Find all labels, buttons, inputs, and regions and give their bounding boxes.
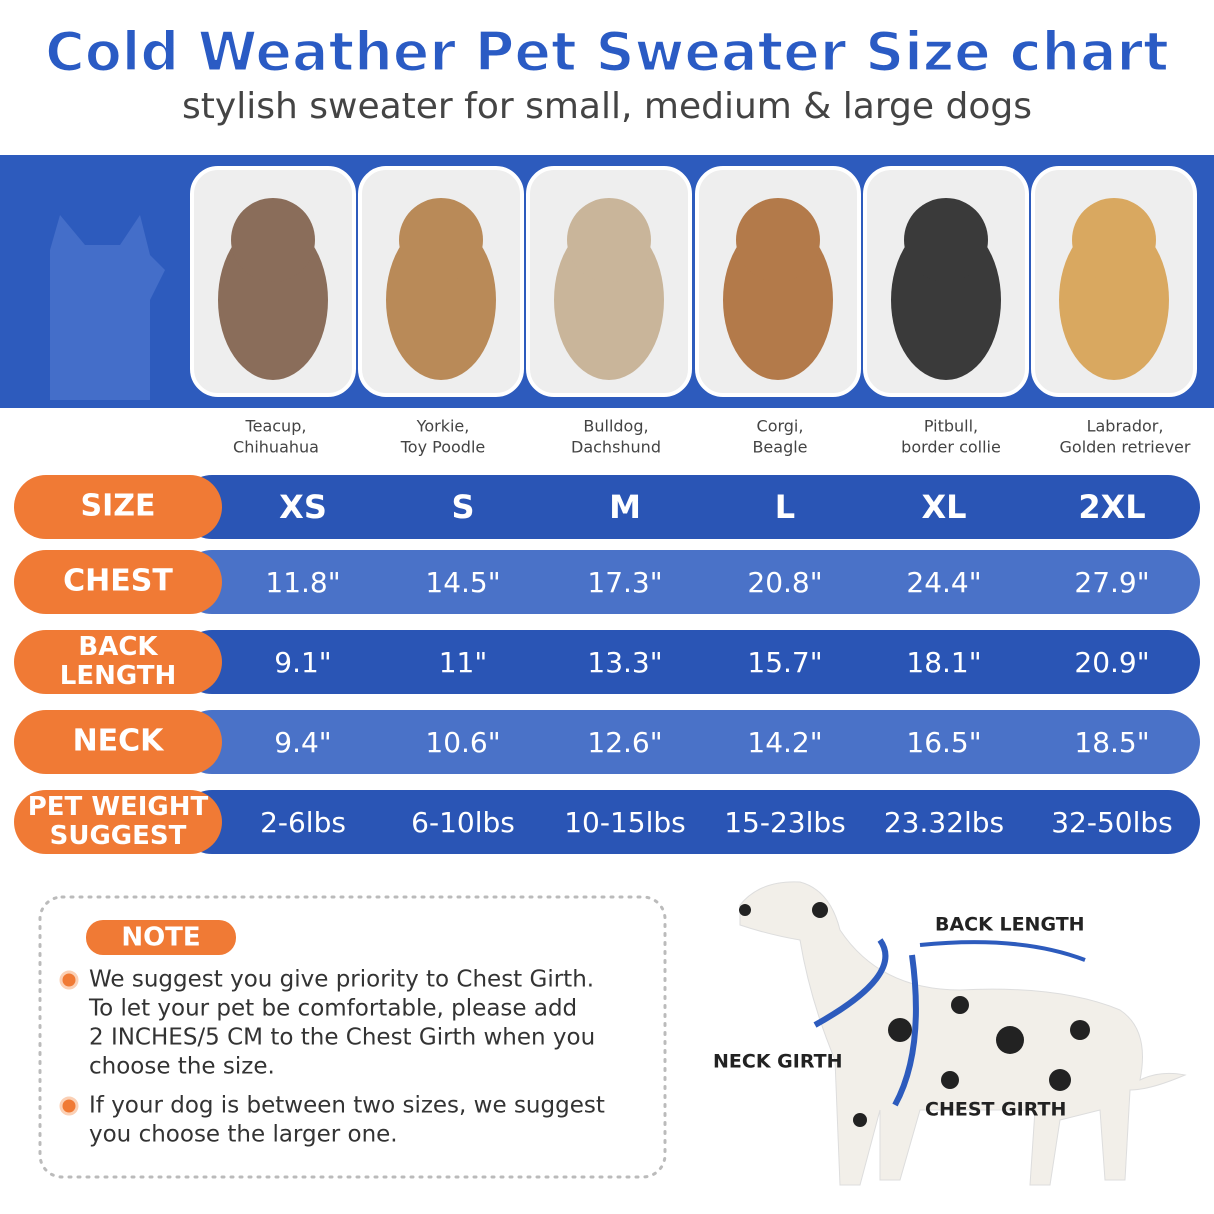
note-heading: NOTE <box>121 923 200 953</box>
cell: 16.5" <box>906 726 981 759</box>
bullet <box>59 1096 79 1116</box>
cell: 14.2" <box>747 726 822 759</box>
breed-label: Teacup, <box>245 417 307 436</box>
bullet <box>59 970 79 990</box>
row-bar <box>180 475 1200 539</box>
breed-label: Golden retriever <box>1060 438 1191 457</box>
dog-icon <box>50 215 165 400</box>
row-label: NECK <box>73 724 166 759</box>
cell: 23.32lbs <box>884 806 1004 839</box>
row-label: PET WEIGHT <box>28 792 209 822</box>
row-bar <box>180 710 1200 774</box>
breed-label: Beagle <box>752 438 807 457</box>
dog-diagram <box>739 881 1187 1186</box>
dog-head <box>567 198 651 282</box>
note-box <box>38 895 667 1179</box>
row-label: SUGGEST <box>50 821 187 851</box>
subtitle: stylish sweater for small, medium & larg… <box>182 86 1032 127</box>
dog-head <box>231 198 315 282</box>
note-text: We suggest you give priority to Chest Gi… <box>89 967 594 993</box>
row-label-pill <box>14 710 222 774</box>
breed-label: Bulldog, <box>583 417 648 436</box>
cell: 32-50lbs <box>1051 806 1173 839</box>
row-label-pill <box>14 790 222 854</box>
row-bar <box>180 550 1200 614</box>
cell: 6-10lbs <box>411 806 515 839</box>
note-text: To let your pet be comfortable, please a… <box>88 996 577 1022</box>
diagram-label: NECK GIRTH <box>713 1051 842 1073</box>
cell: 17.3" <box>587 566 662 599</box>
cell: M <box>609 488 641 526</box>
cell: L <box>775 488 795 526</box>
note-text: 2 INCHES/5 CM to the Chest Girth when yo… <box>89 1025 595 1051</box>
row-bar <box>180 630 1200 694</box>
dog-head <box>736 198 820 282</box>
breed-label: border collie <box>901 438 1001 457</box>
breed-label: Chihuahua <box>233 438 319 457</box>
cell: 9.4" <box>274 726 331 759</box>
diagram-label: CHEST GIRTH <box>925 1099 1066 1121</box>
cell: 2XL <box>1078 488 1145 526</box>
cell: 11" <box>439 646 488 679</box>
cell: 14.5" <box>425 566 500 599</box>
cell: 10.6" <box>425 726 500 759</box>
note-text: If your dog is between two sizes, we sug… <box>89 1093 605 1119</box>
row-label-pill <box>14 475 222 539</box>
note-text: choose the size. <box>89 1054 275 1080</box>
cell: 20.9" <box>1074 646 1149 679</box>
dog-head <box>399 198 483 282</box>
row-bar <box>180 790 1200 854</box>
breed-label: Yorkie, <box>416 417 470 436</box>
cell: XS <box>279 488 327 526</box>
row-label: BACK <box>78 632 158 662</box>
note-pill <box>86 920 236 955</box>
cell: 15.7" <box>747 646 822 679</box>
breed-label: Dachshund <box>571 438 661 457</box>
row-label: LENGTH <box>60 661 176 691</box>
row-label: CHEST <box>63 564 173 599</box>
cell: 15-23lbs <box>724 806 846 839</box>
cell: 18.5" <box>1074 726 1149 759</box>
cell: 24.4" <box>906 566 981 599</box>
row-label-pill <box>14 550 222 614</box>
cell: S <box>451 488 474 526</box>
cell: 20.8" <box>747 566 822 599</box>
cell: 27.9" <box>1074 566 1149 599</box>
dog-head <box>1072 198 1156 282</box>
row-label-pill <box>14 630 222 694</box>
cell: 9.1" <box>274 646 331 679</box>
breed-label: Pitbull, <box>924 417 978 436</box>
title: Cold Weather Pet Sweater Size chart <box>45 21 1169 84</box>
cell: 2-6lbs <box>260 806 346 839</box>
breed-label: Labrador, <box>1087 417 1164 436</box>
dog-head <box>904 198 988 282</box>
breed-label: Toy Poodle <box>400 438 486 457</box>
cell: 13.3" <box>587 646 662 679</box>
cell: 11.8" <box>265 566 340 599</box>
cell: 10-15lbs <box>564 806 686 839</box>
cell: 12.6" <box>587 726 662 759</box>
row-label: SIZE <box>80 489 155 524</box>
breed-label: Corgi, <box>757 417 804 436</box>
note-text: you choose the larger one. <box>89 1122 398 1148</box>
diagram-label: BACK LENGTH <box>935 914 1085 936</box>
cell: 18.1" <box>906 646 981 679</box>
cell: XL <box>921 488 966 526</box>
